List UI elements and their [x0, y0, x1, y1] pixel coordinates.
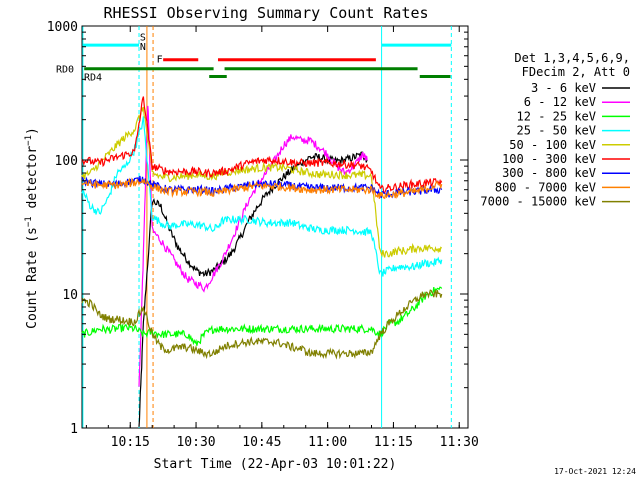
plot-area: RD0 RD4 SNF 10:15 10:30 10:45 11:00 11:15 11:30…	[47, 20, 479, 450]
plot-frame	[81, 25, 469, 429]
y-tick-label-0: 1	[70, 422, 78, 437]
legend-header-line-1: Det 1,3,4,5,6,9,	[514, 51, 630, 65]
series-line-1	[138, 105, 368, 387]
flag-letter-0: S	[140, 33, 146, 44]
legend-label-6: 300 - 800 keV	[502, 166, 596, 180]
legend-label-5: 100 - 300 keV	[502, 152, 596, 166]
x-tick-label-0: 10:15	[111, 435, 150, 450]
legend-label-8: 7000 - 15000 keV	[480, 195, 596, 209]
x-tick-label-2: 10:45	[242, 435, 281, 450]
series-line-7	[81, 177, 443, 200]
series-line-5	[81, 96, 443, 194]
series-line-4	[81, 106, 443, 258]
series-line-8	[81, 289, 443, 360]
legend-header-line-2: FDecim 2, Att 0	[522, 65, 630, 79]
y-tick-label-2: 100	[55, 154, 78, 169]
x-tick-label-4: 11:15	[374, 435, 413, 450]
legend-label-4: 50 - 100 keV	[509, 138, 596, 152]
legend-label-0: 3 - 6 keV	[531, 81, 596, 95]
x-axis-label: Start Time (22-Apr-03 10:01:22)	[154, 457, 397, 472]
legend-label-1: 6 - 12 keV	[524, 95, 596, 109]
flag-label-2: RD0	[56, 65, 74, 76]
flag-letter-1: N	[140, 42, 146, 53]
flag-letter-2: F	[157, 55, 163, 66]
legend-label-3: 25 - 50 keV	[517, 124, 596, 138]
x-tick-label-1: 10:30	[176, 435, 215, 450]
x-tick-label-5: 11:30	[440, 435, 479, 450]
series-line-3	[81, 116, 443, 277]
y-axis-label: Count Rate (s−1 detector−1)	[24, 127, 40, 329]
y-tick-label-3: 1000	[47, 20, 78, 35]
footer-date: 17-Oct-2021 12:24	[554, 467, 636, 476]
flag-label-3: RD4	[84, 72, 102, 83]
legend-label-7: 800 - 7000 keV	[495, 180, 596, 194]
legend: Det 1,3,4,5,6,9, FDecim 2, Att 0 3 - 6 k…	[480, 51, 630, 209]
series-line-2	[81, 286, 443, 346]
y-tick-label-1: 10	[62, 288, 78, 303]
x-tick-label-3: 11:00	[308, 435, 347, 450]
legend-label-2: 12 - 25 keV	[517, 109, 596, 123]
chart-title: RHESSI Observing Summary Count Rates	[103, 4, 428, 22]
series-line-0	[138, 151, 368, 427]
